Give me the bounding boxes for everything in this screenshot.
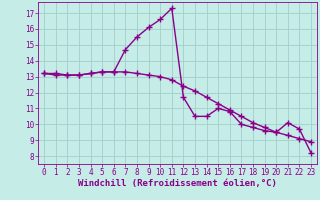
X-axis label: Windchill (Refroidissement éolien,°C): Windchill (Refroidissement éolien,°C) <box>78 179 277 188</box>
